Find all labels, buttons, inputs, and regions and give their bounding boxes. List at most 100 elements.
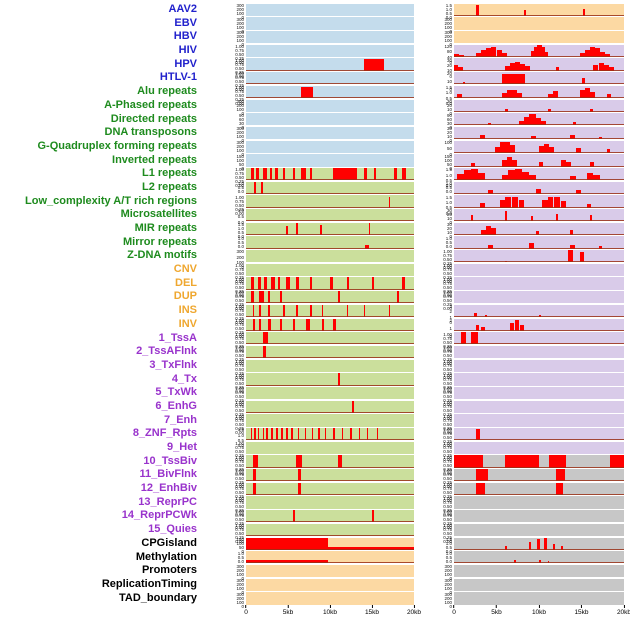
signal-bar xyxy=(464,169,471,181)
baseline xyxy=(454,220,624,222)
signal-bar xyxy=(462,81,465,85)
signal-bar xyxy=(377,428,379,441)
y-axis-ticks-right-hiv: 120 80 40 0 xyxy=(414,44,454,66)
baseline xyxy=(454,179,624,181)
y-tick-label: 0.00 xyxy=(443,402,452,408)
signal-bar xyxy=(573,122,577,126)
y-tick-label: 50 xyxy=(238,161,244,167)
y-tick-label: 0.00 xyxy=(235,333,244,339)
signal-bar xyxy=(338,373,341,386)
track-label-cnv: CNV xyxy=(173,263,197,276)
x-tick-mark xyxy=(245,605,247,609)
y-tick-label: 0.25 xyxy=(443,275,452,281)
y-tick-label: 200 xyxy=(236,595,244,601)
track-panel-right-replicationtiming xyxy=(454,578,624,591)
y-tick-label: 0.75 xyxy=(235,376,244,382)
y-tick-label: 1.00 xyxy=(443,372,452,378)
track-label-hiv: HIV xyxy=(178,44,197,57)
track-label-l1-repeats: L1 repeats xyxy=(141,167,197,180)
signal-bar xyxy=(515,61,521,71)
y-tick-label: 0.0 xyxy=(237,243,244,249)
y-tick-label: 0.75 xyxy=(235,308,244,314)
baseline xyxy=(246,233,414,235)
y-tick-label: 1.00 xyxy=(443,358,452,364)
signal-bar xyxy=(267,304,270,318)
y-tick-label: 1.00 xyxy=(235,167,244,173)
y-tick-label: 0.25 xyxy=(235,343,244,349)
y-tick-label: 300 xyxy=(444,577,452,583)
signal-bar xyxy=(373,167,376,181)
y-axis-ticks-left-mirror-repeats: 1.0 0.5 0.0 xyxy=(204,236,246,250)
track-panel-left-microsatellites xyxy=(246,209,414,222)
y-tick-label: 0.25 xyxy=(235,83,244,89)
y-tick-label: 0.25 xyxy=(443,411,452,417)
signal-bar xyxy=(486,47,492,58)
y-tick-label: 0.0 xyxy=(445,558,452,564)
y-tick-label: 10 xyxy=(446,134,452,140)
signal-bar xyxy=(608,67,614,71)
signal-bar xyxy=(544,537,548,550)
y-tick-label: 0.50 xyxy=(443,462,452,468)
y-tick-label: 0.00 xyxy=(235,361,244,367)
track-panel-left-12-enhbiv xyxy=(246,482,414,496)
y-tick-label: 1.0 xyxy=(237,180,244,186)
y-tick-label: 200 xyxy=(236,7,244,12)
y-axis-ticks-left-microsatellites: 1.0 0.5 0.0 xyxy=(204,208,246,226)
signal-bar xyxy=(481,49,487,58)
signal-bar xyxy=(257,428,260,441)
signal-bar xyxy=(501,159,507,167)
track-panel-left-13-reprpc xyxy=(246,496,414,509)
track-label-a-phased-repeats: A-Phased repeats xyxy=(104,98,197,111)
y-tick-label: 0.25 xyxy=(443,370,452,376)
y-tick-label: 0 xyxy=(449,60,452,66)
signal-bar xyxy=(595,48,601,58)
y-axis-ticks-left-9-het: 1.00 0.75 0.50 0.25 0.00 xyxy=(204,441,246,463)
signal-bar xyxy=(547,108,551,112)
y-tick-label: 1.00 xyxy=(235,372,244,378)
track-label-g-quadruplex-forming-repeats: G-Quadruplex forming repeats xyxy=(37,139,197,152)
y-tick-label: 0.50 xyxy=(235,407,244,413)
y-tick-label: 0.00 xyxy=(235,388,244,394)
baseline xyxy=(246,343,414,345)
baseline xyxy=(454,466,624,468)
signal-bar xyxy=(259,291,264,304)
track-panel-left-del xyxy=(246,277,414,290)
y-tick-label: 0.75 xyxy=(235,513,244,519)
y-tick-label: 0.75 xyxy=(443,253,452,259)
y-tick-label: 0 xyxy=(449,165,452,171)
y-tick-label: 0 xyxy=(241,110,244,116)
signal-bar xyxy=(520,63,526,71)
baseline xyxy=(454,329,624,331)
signal-bar xyxy=(304,428,307,441)
signal-bar xyxy=(286,225,289,235)
track-panel-left-htlv-1 xyxy=(246,72,414,85)
track-row-l2-repeats: L2 repeats 1.0 0.5 0.0 1.0 0.5 0.0 xyxy=(0,181,630,195)
signal-bar xyxy=(501,174,509,181)
y-tick-label: 0 xyxy=(241,42,244,48)
signal-bar xyxy=(251,167,255,181)
baseline xyxy=(454,343,624,345)
y-tick-label: 0.00 xyxy=(443,388,452,394)
signal-bar xyxy=(488,190,494,194)
x-axis-right: 0 5kb 10kb 15kb 20kb xyxy=(452,605,630,627)
track-label-microsatellites: Microsatellites xyxy=(120,208,197,221)
signal-bar xyxy=(528,175,536,181)
y-tick-label: 0.50 xyxy=(443,339,452,345)
signal-bar xyxy=(246,559,329,564)
signal-bar xyxy=(522,172,529,181)
signal-bar xyxy=(556,67,560,71)
y-tick-label: 1.00 xyxy=(235,85,244,91)
y-tick-label: 100 xyxy=(236,11,244,16)
y-tick-label: 0 xyxy=(241,15,244,20)
signal-bar xyxy=(593,174,601,181)
signal-bar xyxy=(528,242,534,249)
track-panel-right-3-txflnk xyxy=(454,359,624,372)
y-tick-label: 0.75 xyxy=(235,403,244,409)
y-tick-label: 0.00 xyxy=(443,484,452,490)
signal-bar xyxy=(351,401,354,413)
y-tick-label: 0.25 xyxy=(443,343,452,349)
y-tick-label: 60 xyxy=(238,116,244,122)
y-tick-label: 0.50 xyxy=(235,202,244,208)
y-tick-label: 1.0 xyxy=(445,7,452,12)
track-label-6-enhg: 6_EnhG xyxy=(155,399,197,412)
